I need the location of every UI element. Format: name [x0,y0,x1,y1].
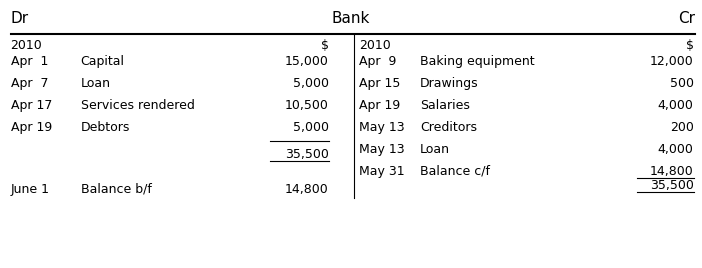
Text: May 13: May 13 [359,143,405,156]
Text: 200: 200 [670,121,694,134]
Text: Creditors: Creditors [420,121,477,134]
Text: June 1: June 1 [11,183,50,196]
Text: 15,000: 15,000 [285,55,329,68]
Text: 5,000: 5,000 [293,77,329,90]
Text: Drawings: Drawings [420,77,479,90]
Text: 2010: 2010 [359,39,391,52]
Text: Loan: Loan [420,143,450,156]
Text: Apr 17: Apr 17 [11,99,52,112]
Text: 500: 500 [670,77,694,90]
Text: Loan: Loan [81,77,111,90]
Text: 5,000: 5,000 [293,121,329,134]
Text: Apr  9: Apr 9 [359,55,397,68]
Text: 35,500: 35,500 [285,148,329,161]
Text: Services rendered: Services rendered [81,99,194,112]
Text: May 13: May 13 [359,121,405,134]
Text: 14,800: 14,800 [285,183,329,196]
Text: Balance c/f: Balance c/f [420,165,490,178]
Text: $: $ [321,39,329,52]
Text: Capital: Capital [81,55,125,68]
Text: Debtors: Debtors [81,121,130,134]
Text: 35,500: 35,500 [650,179,694,192]
Text: 12,000: 12,000 [650,55,694,68]
Text: Salaries: Salaries [420,99,470,112]
Text: 4,000: 4,000 [658,143,694,156]
Text: 2010: 2010 [11,39,42,52]
Text: Dr: Dr [11,11,29,26]
Text: Apr 19: Apr 19 [359,99,401,112]
Text: Cr: Cr [678,11,695,26]
Text: 14,800: 14,800 [650,165,694,178]
Text: Balance b/f: Balance b/f [81,183,152,196]
Text: 4,000: 4,000 [658,99,694,112]
Text: 10,500: 10,500 [285,99,329,112]
Text: Bank: Bank [332,11,370,26]
Text: Apr  1: Apr 1 [11,55,48,68]
Text: Apr 19: Apr 19 [11,121,52,134]
Text: Apr 15: Apr 15 [359,77,401,90]
Text: Apr  7: Apr 7 [11,77,48,90]
Text: Baking equipment: Baking equipment [420,55,534,68]
Text: May 31: May 31 [359,165,405,178]
Text: $: $ [686,39,694,52]
